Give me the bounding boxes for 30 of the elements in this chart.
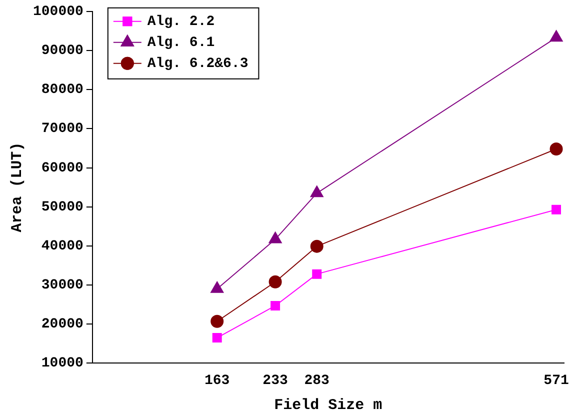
y-tick-label: 20000 [41,316,84,333]
point [312,269,322,279]
point [550,142,563,156]
y-tick-label: 60000 [41,160,84,176]
x-tick-label: 233 [262,373,288,390]
y-tick-label: 100000 [32,4,84,20]
x-tick-label: 283 [304,373,330,390]
point [212,333,222,343]
y-tick-label: 80000 [41,82,84,98]
y-tick-label: 50000 [41,199,84,216]
y-tick-label: 40000 [41,238,84,254]
point [268,232,282,244]
point [550,30,563,42]
x-axis-title: Field Size m [274,396,382,414]
y-tick-label: 90000 [41,43,84,60]
y-tick-label: 10000 [41,356,84,372]
point [270,300,280,310]
y-tick-label: 30000 [41,278,84,294]
x-tick-label: 163 [204,373,230,390]
point [552,204,562,214]
point [310,240,324,253]
point [310,186,324,198]
x-tick-label: 571 [544,373,569,390]
point [210,314,224,328]
legend-label: Alg. 6.1 [147,34,215,51]
legend-label: Alg. 2.2 [147,14,215,30]
point [268,275,282,288]
y-tick-label: 70000 [41,121,84,138]
legend-label: Alg. 6.2&6.3 [147,56,248,72]
y-axis-title: Area (LUT) [8,142,26,232]
